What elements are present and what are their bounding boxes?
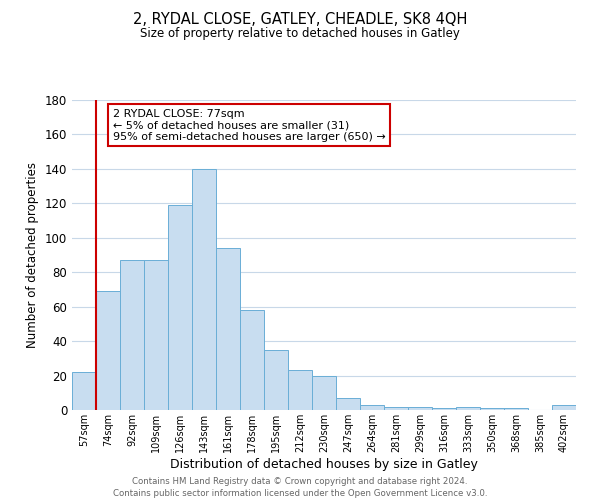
Bar	[264, 350, 288, 410]
Text: Contains HM Land Registry data © Crown copyright and database right 2024.
Contai: Contains HM Land Registry data © Crown c…	[113, 476, 487, 498]
X-axis label: Distribution of detached houses by size in Gatley: Distribution of detached houses by size …	[170, 458, 478, 470]
Bar	[288, 370, 312, 410]
Bar	[312, 376, 336, 410]
Bar	[168, 205, 192, 410]
Bar	[240, 310, 264, 410]
Text: 2 RYDAL CLOSE: 77sqm
← 5% of detached houses are smaller (31)
95% of semi-detach: 2 RYDAL CLOSE: 77sqm ← 5% of detached ho…	[113, 108, 386, 142]
Bar	[480, 408, 504, 410]
Bar	[384, 406, 408, 410]
Bar	[72, 372, 96, 410]
Bar	[96, 291, 120, 410]
Bar	[336, 398, 360, 410]
Bar	[552, 405, 576, 410]
Bar	[456, 406, 480, 410]
Y-axis label: Number of detached properties: Number of detached properties	[26, 162, 39, 348]
Bar	[144, 260, 168, 410]
Bar	[192, 169, 216, 410]
Bar	[360, 405, 384, 410]
Bar	[408, 406, 432, 410]
Bar	[504, 408, 528, 410]
Text: Size of property relative to detached houses in Gatley: Size of property relative to detached ho…	[140, 28, 460, 40]
Bar	[432, 408, 456, 410]
Text: 2, RYDAL CLOSE, GATLEY, CHEADLE, SK8 4QH: 2, RYDAL CLOSE, GATLEY, CHEADLE, SK8 4QH	[133, 12, 467, 28]
Bar	[216, 248, 240, 410]
Bar	[120, 260, 144, 410]
